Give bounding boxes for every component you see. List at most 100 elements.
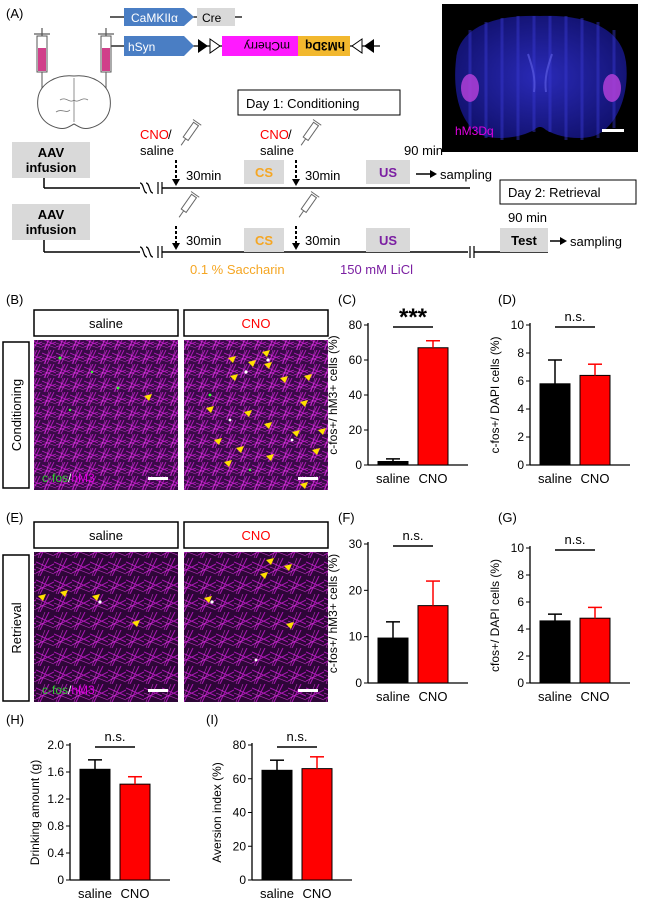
y-tick-label: 60 [233,772,247,786]
y-tick-label: 6 [517,595,524,609]
chart-g: (G) 0 2 4 6 8 10 cfos+/ DAPI cells (%) saline CNO… [488,510,630,704]
chart-f: (F) 0 10 20 30 c-fos+/ hM3+ cells (%) saline CN… [326,510,468,704]
y-tick-label: 0.8 [47,819,64,833]
injection-diagram [34,28,114,129]
wait-30min-3: 30min [186,233,221,248]
y-tick-label: 0 [239,873,246,887]
wait-30min-4: 30min [305,233,340,248]
aav-infusion-1-line2: infusion [26,160,77,175]
y-tick-label: 10 [511,318,525,332]
y-tick-label: 0 [517,458,524,472]
chart-h-panel-label: (H) [6,712,24,727]
y-tick-label: 2.0 [47,738,64,752]
chart-i: (I) 0 20 40 60 80 Aversion index (%) saline CNO n… [206,712,352,900]
y-tick-label: 0.4 [47,846,64,860]
hm3dq-inset-image: hM3Dq [442,4,638,152]
test-box: Test [511,233,537,248]
y-tick-label: 6 [517,374,524,388]
chart-d: (D) 0 2 4 6 8 10 c-fos+/ DAPI cells (%) saline CN… [488,292,630,486]
bar-cno [301,768,333,881]
y-tick-label: 20 [349,583,363,597]
y-tick-label: 80 [349,318,363,332]
y-tick-label: 40 [233,806,247,820]
category-label-cno: CNO [419,689,448,704]
chart-c-panel-label: (C) [338,292,356,307]
cre-box [197,8,235,26]
bar-cno [119,783,151,881]
y-tick-label: 0 [355,676,362,690]
syringe-icon-3 [178,191,200,218]
wait-30min-2: 30min [305,168,340,183]
y-tick-label: 10 [511,541,525,555]
category-label-cno: CNO [581,689,610,704]
y-axis-label: cfos+/ DAPI cells (%) [488,559,502,672]
b-row-label: Conditioning [9,379,24,451]
bar-cno [579,617,611,684]
bar-saline [377,461,409,466]
sampling-label-1: sampling [440,167,492,182]
bar-saline [377,637,409,684]
lox2272-site-2 [351,38,363,54]
chart-g-panel-label: (G) [498,510,517,525]
aav-infusion-2-line2: infusion [26,222,77,237]
mcherry-label: mCherry [244,39,290,53]
mcherry-box [222,36,298,56]
category-label-cno: CNO [303,886,332,900]
y-tick-label: 30 [349,537,363,551]
bar-cno [417,347,449,466]
cno-label-1: CNO [140,127,169,142]
category-label-cno: CNO [121,886,150,900]
b-scale-bar-cno [298,477,318,480]
category-label-saline: saline [78,886,112,900]
y-tick-label: 20 [349,423,363,437]
y-tick-label: 2 [517,430,524,444]
timeline-day2: AAV infusion 30min CS [12,191,622,277]
panel-e-label: (E) [6,510,23,525]
y-tick-label: 1.6 [47,765,64,779]
coronal-section [455,15,627,138]
chart-c: (C) 0 20 40 60 80 c-fos+/ hM3+ cells (%) saline… [326,292,468,486]
wait-90min-1: 90 min [404,143,443,158]
category-label-saline: saline [538,471,572,486]
day2-title: Day 2: Retrieval [508,185,601,200]
y-axis-label: c-fos+/ hM3+ cells (%) [326,335,340,454]
significance-label: n.s. [403,528,424,543]
saccharin-label: 0.1 % Saccharin [190,262,285,277]
hm3dq-box [298,36,350,56]
chart-f-panel-label: (F) [338,510,355,525]
e-scale-bar-cno [298,689,318,692]
bar-cno [417,605,449,684]
b-saline-micrograph [34,340,178,490]
bar-cno [579,374,611,466]
syringe-icon-1 [180,119,202,146]
panel-a-label: (A) [6,6,23,21]
panel-b-label: (B) [6,292,23,307]
cs-box-2: CS [255,233,273,248]
loxp-site-1 [198,39,208,53]
chart-h: (H) 0 0.4 0.8 1.2 1.6 2.0 Drinking amount (g) sa… [6,712,170,900]
y-tick-label: 2 [517,649,524,663]
e-overlap-dots [98,600,258,662]
y-axis-label: Aversion index (%) [210,762,224,863]
b-col-cno: CNO [242,316,271,331]
category-label-saline: saline [376,689,410,704]
hm3dq-gene-label: hM3Dq [305,39,345,53]
y-tick-label: 40 [349,388,363,402]
us-box-2: US [379,233,397,248]
panel-e: (E) saline CNO Retrieval c-fos/hM3 [2,510,329,702]
b-overlap-dots [228,358,294,442]
us-box-1: US [379,165,397,180]
cno-label-2: CNO [260,127,289,142]
bar-saline [261,769,293,881]
significance-label: n.s. [105,729,126,744]
e-saline-micrograph [34,552,178,702]
cre-label: Cre [202,11,222,25]
loxp-site-2 [364,39,374,53]
chart-i-panel-label: (I) [206,712,218,727]
y-tick-label: 4 [517,622,524,636]
syringe-icon-2 [300,119,322,146]
y-tick-label: 0 [57,873,64,887]
y-tick-label: 1.2 [47,792,64,806]
